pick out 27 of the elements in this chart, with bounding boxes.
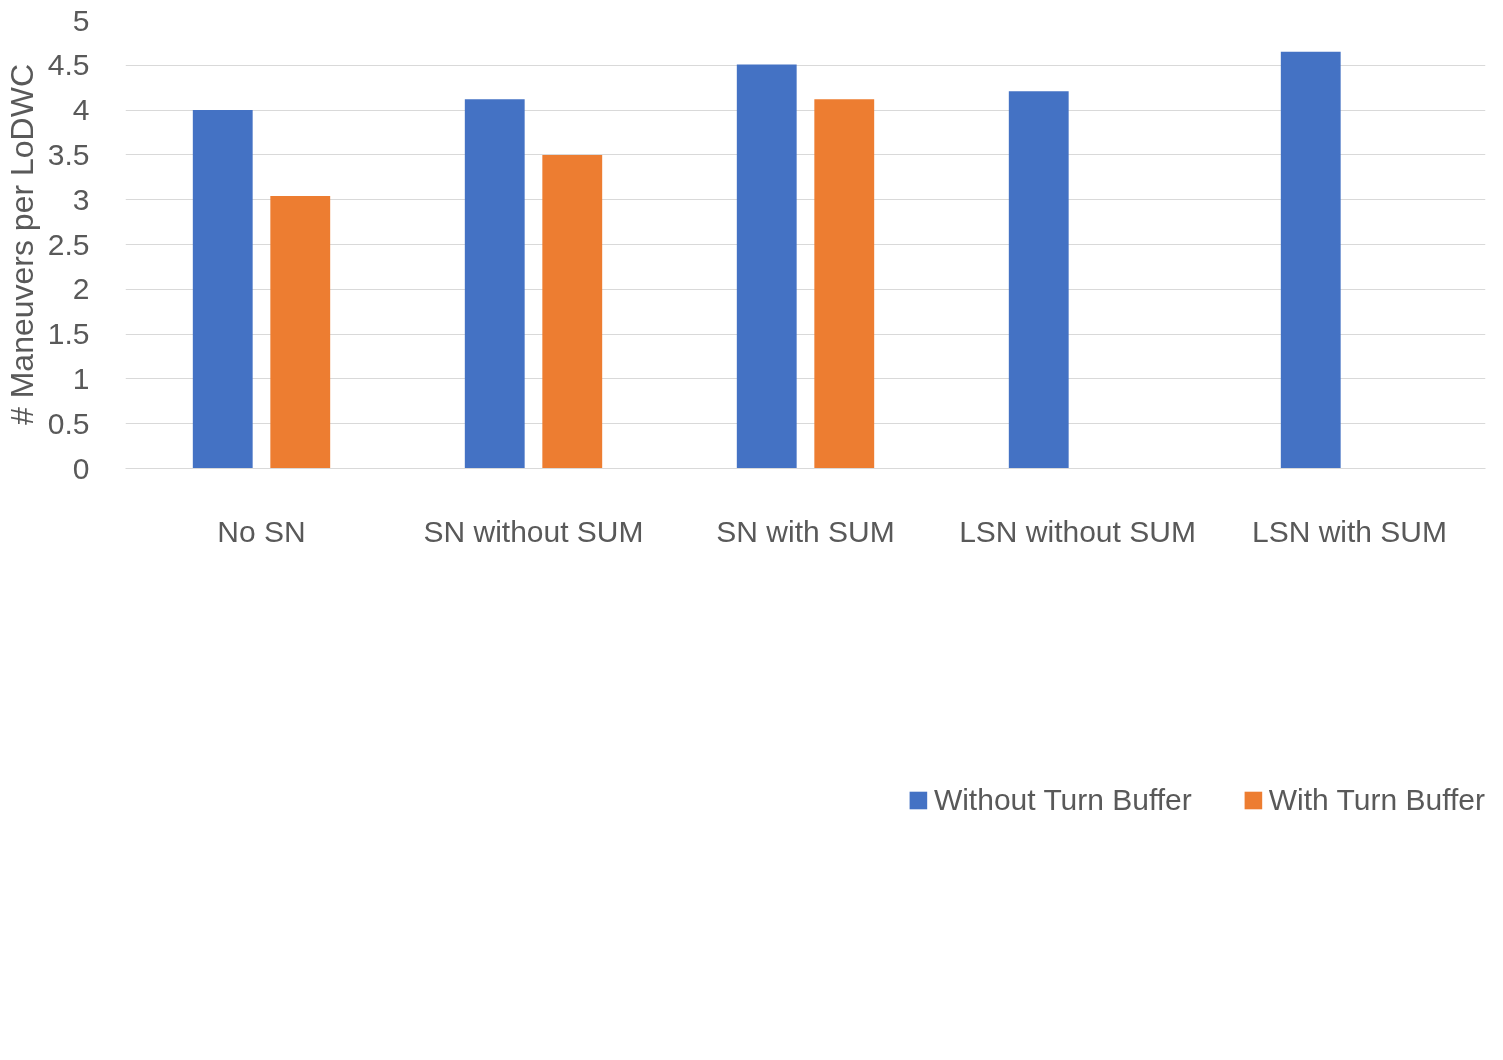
bar xyxy=(814,99,875,469)
x-tick-label: SN without SUM xyxy=(423,514,644,548)
x-tick-label: LSN with SUM xyxy=(1251,514,1448,548)
bar xyxy=(542,154,603,469)
y-tick-label: 2.5 xyxy=(47,227,90,261)
x-tick-label: SN with SUM xyxy=(716,514,895,548)
bar xyxy=(192,110,253,469)
y-tick-label: 3.5 xyxy=(47,137,90,171)
y-axis-title: # Maneuvers per LoDWC xyxy=(3,63,40,426)
y-tick-label: 0.5 xyxy=(47,406,90,440)
bar xyxy=(1280,51,1341,469)
bar xyxy=(1008,91,1069,469)
x-tick-label: No SN xyxy=(217,514,306,548)
legend-label: Without Turn Buffer xyxy=(933,783,1192,817)
y-tick-label: 4.5 xyxy=(47,48,90,82)
y-tick-label: 4 xyxy=(72,93,90,127)
y-tick-label: 2 xyxy=(72,272,90,306)
y-tick-label: 5 xyxy=(72,3,90,37)
bar xyxy=(270,196,331,469)
y-tick-label: 1.5 xyxy=(47,317,90,351)
y-tick-label: 1 xyxy=(72,361,90,395)
bar xyxy=(464,99,525,469)
bar xyxy=(736,64,797,469)
x-tick-label: LSN without SUM xyxy=(959,514,1196,548)
y-tick-label: 0 xyxy=(72,451,90,485)
y-tick-label: 3 xyxy=(72,182,90,216)
legend-label: With Turn Buffer xyxy=(1268,783,1485,817)
